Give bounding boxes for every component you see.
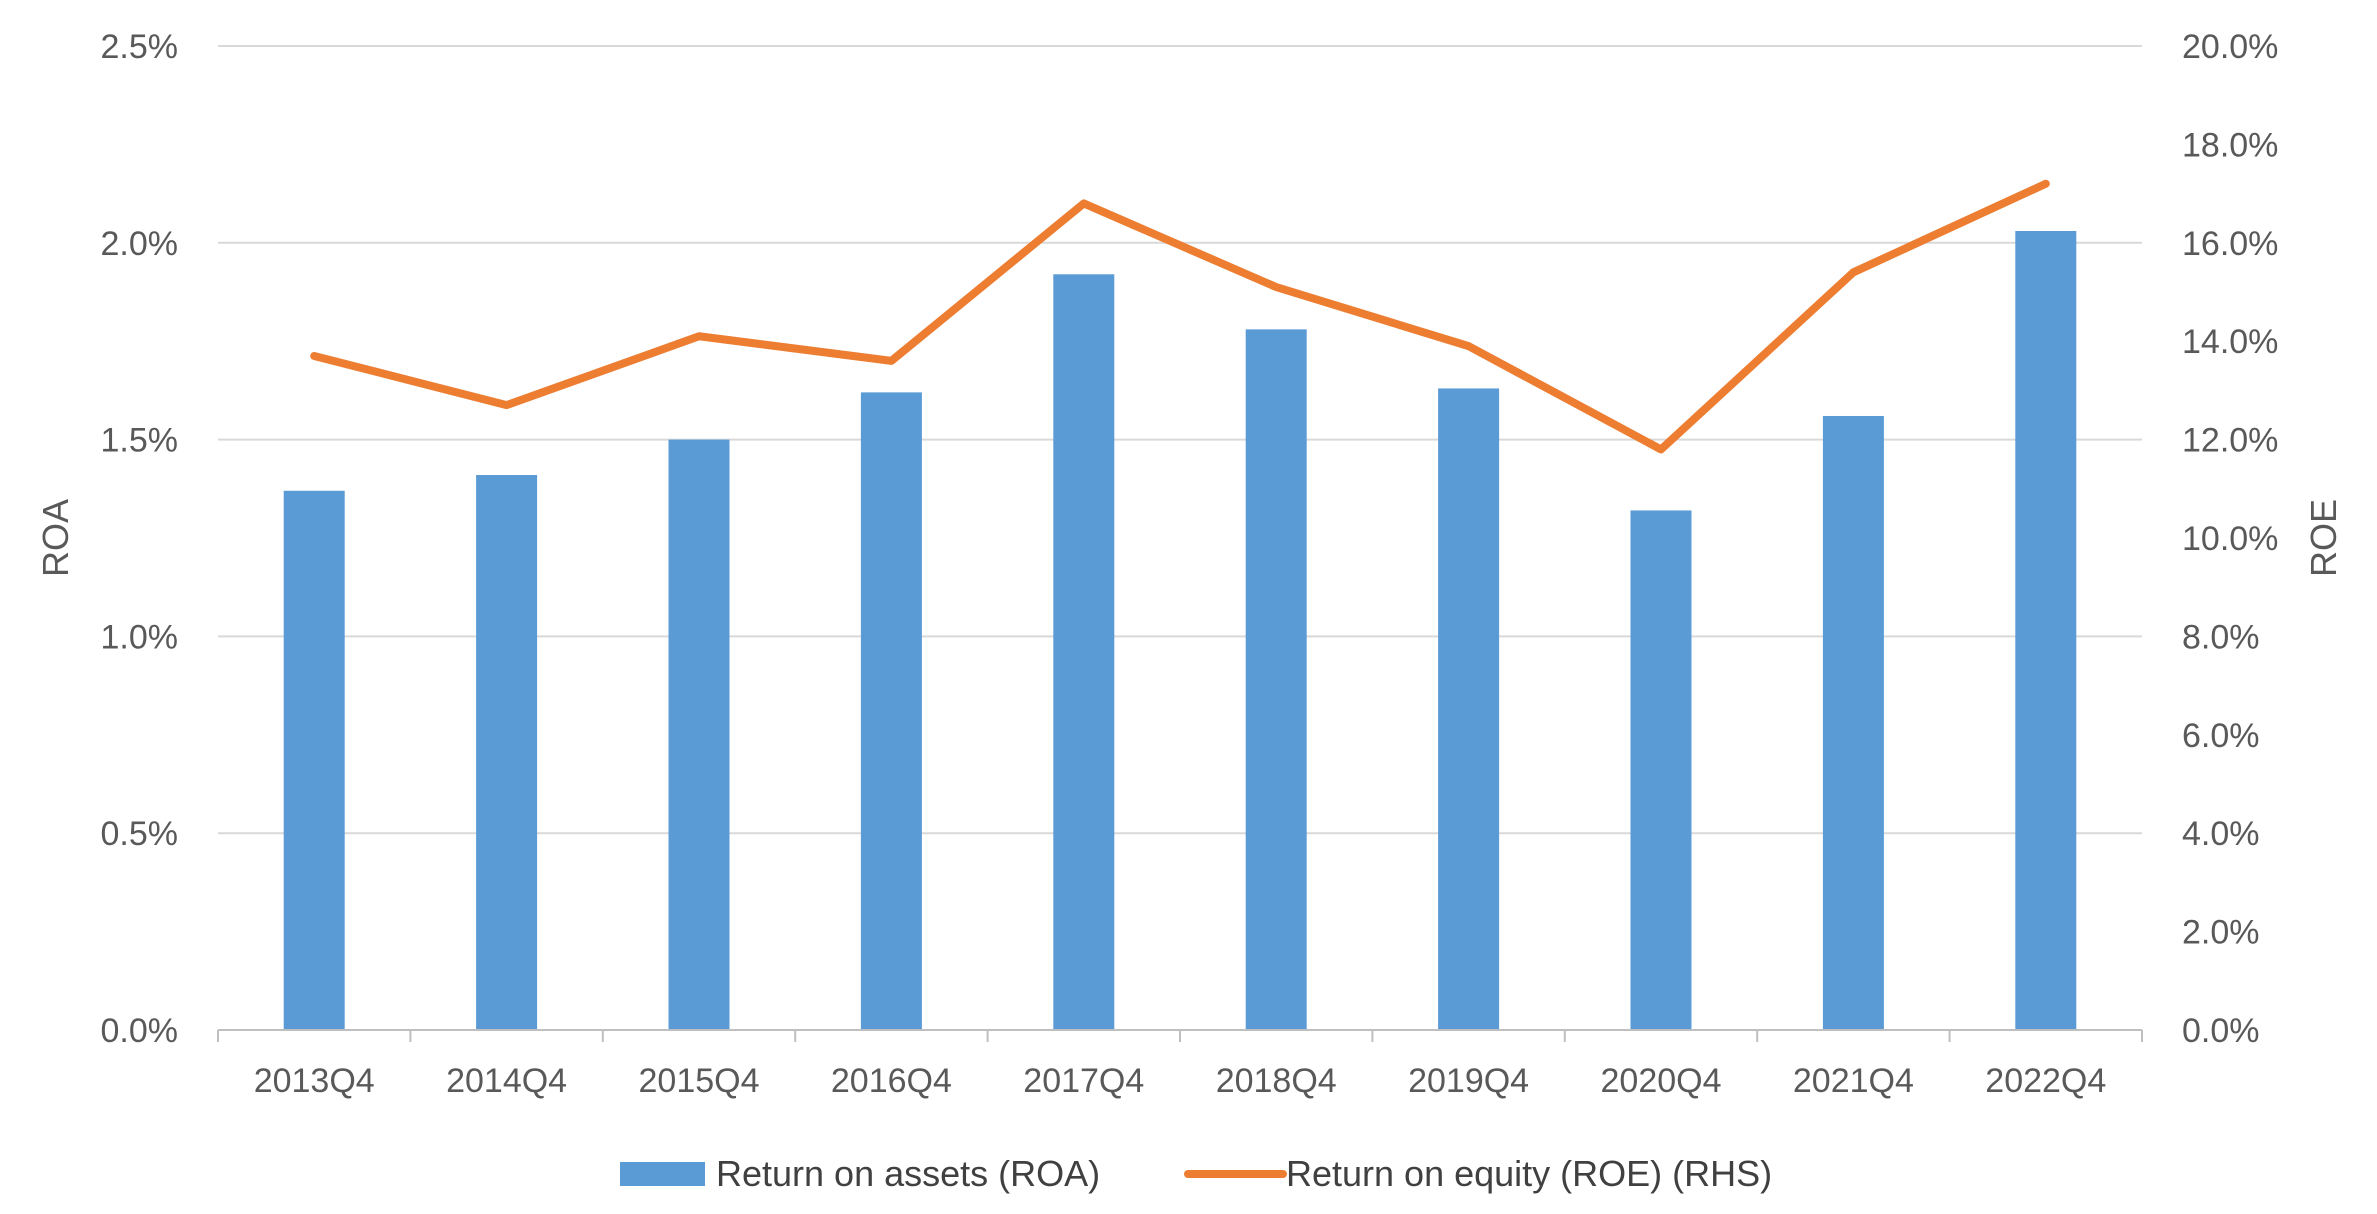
roa-bar xyxy=(2015,230,2077,1030)
roa-bar xyxy=(1630,510,1692,1030)
x-tick-label: 2013Q4 xyxy=(254,1062,375,1100)
legend-bar-label: Return on assets (ROA) xyxy=(716,1153,1100,1194)
roa-bars xyxy=(283,230,2077,1031)
left-axis-title: ROA xyxy=(35,499,76,577)
x-tick-label: 2021Q4 xyxy=(1793,1062,1914,1100)
left-tick-label: 2.5% xyxy=(101,28,179,66)
left-tick-label: 1.0% xyxy=(101,618,179,656)
roa-bar xyxy=(283,490,345,1030)
right-tick-label: 14.0% xyxy=(2182,323,2278,361)
right-tick-label: 12.0% xyxy=(2182,422,2278,460)
right-tick-label: 4.0% xyxy=(2182,815,2260,853)
roe-line xyxy=(310,179,2050,454)
x-tick-label: 2015Q4 xyxy=(639,1062,760,1100)
right-tick-label: 10.0% xyxy=(2182,520,2278,558)
legend-line-label: Return on equity (ROE) (RHS) xyxy=(1286,1153,1772,1194)
roa-bar xyxy=(668,439,730,1031)
right-tick-label: 8.0% xyxy=(2182,618,2260,656)
x-tick-label: 2019Q4 xyxy=(1408,1062,1529,1100)
left-tick-label: 1.5% xyxy=(101,422,179,460)
right-tick-label: 16.0% xyxy=(2182,225,2278,263)
roa-bar xyxy=(1438,388,1500,1030)
right-axis-ticks: 0.0% 2.0% 4.0% 6.0% 8.0% 10.0% 12.0% 14.0% 16.0%… xyxy=(2182,28,2278,1050)
right-axis-title: ROE xyxy=(2303,499,2344,577)
roa-bar xyxy=(860,392,922,1030)
left-axis-ticks: 0.0% 0.5% 1.0% 1.5% 2.0% 2.5% xyxy=(101,28,179,1050)
legend-bar-swatch xyxy=(620,1162,705,1186)
roa-bar xyxy=(1245,329,1307,1031)
right-tick-label: 18.0% xyxy=(2182,126,2278,164)
roa-bar xyxy=(476,475,538,1030)
roa-bar xyxy=(1053,274,1115,1031)
x-tick-label: 2014Q4 xyxy=(446,1062,567,1100)
x-tick-label: 2017Q4 xyxy=(1023,1062,1144,1100)
x-tick-label: 2016Q4 xyxy=(831,1062,952,1100)
right-tick-label: 6.0% xyxy=(2182,717,2260,755)
x-axis-ticks: 2013Q4 2014Q4 2015Q4 2016Q4 2017Q4 2018Q4 2019… xyxy=(254,1062,2107,1100)
right-tick-label: 2.0% xyxy=(2182,914,2260,952)
x-tick-label: 2020Q4 xyxy=(1601,1062,1722,1100)
gridlines xyxy=(218,45,2142,835)
right-tick-label: 0.0% xyxy=(2182,1012,2260,1050)
x-tick-label: 2022Q4 xyxy=(1985,1062,2106,1100)
roa-bar xyxy=(1822,415,1884,1030)
left-tick-label: 0.5% xyxy=(101,815,179,853)
roe-line-group xyxy=(310,179,2050,454)
left-tick-label: 0.0% xyxy=(101,1012,179,1050)
x-tick-label: 2018Q4 xyxy=(1216,1062,1337,1100)
axes xyxy=(217,1029,2143,1042)
left-tick-label: 2.0% xyxy=(101,225,179,263)
legend: Return on assets (ROA) Return on equity … xyxy=(620,1153,1772,1194)
right-tick-label: 20.0% xyxy=(2182,28,2278,66)
